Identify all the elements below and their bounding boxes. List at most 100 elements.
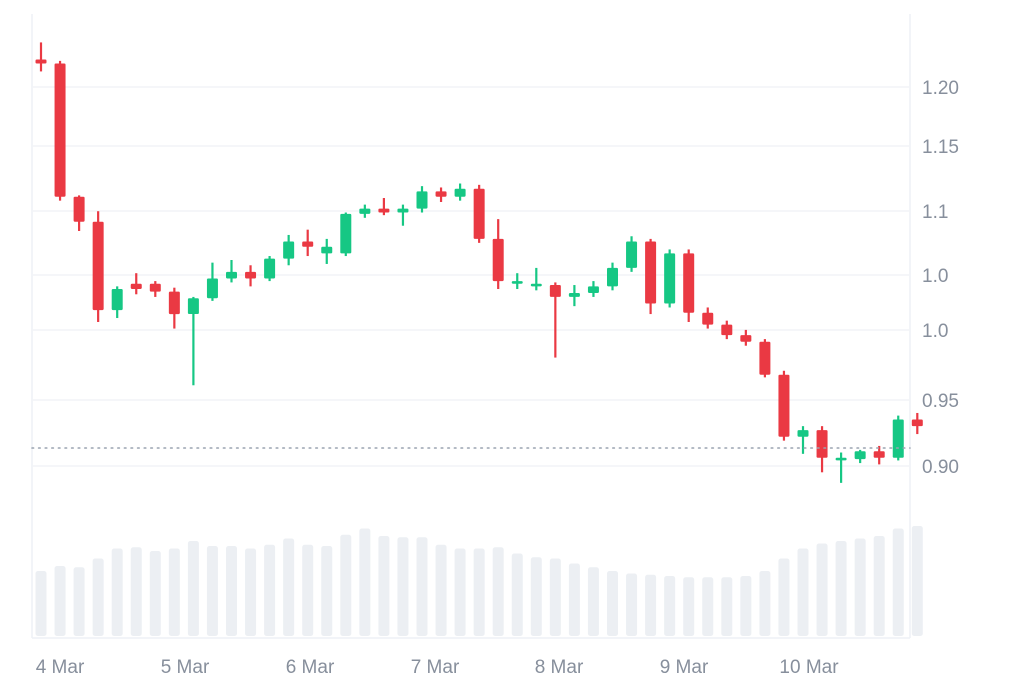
candle[interactable] (340, 212, 352, 257)
volume-bar (473, 548, 485, 636)
candle[interactable] (187, 296, 199, 386)
candle[interactable] (149, 281, 161, 297)
candle[interactable] (130, 273, 142, 295)
volume-bar (702, 577, 714, 636)
candle[interactable] (73, 195, 85, 231)
candle[interactable] (702, 307, 714, 329)
candle-body (111, 289, 123, 311)
candle-body (416, 191, 428, 209)
candle[interactable] (549, 282, 561, 358)
x-tick-label: 7 Mar (411, 657, 460, 678)
candle-body (911, 419, 923, 427)
volume-bar (511, 553, 523, 636)
candle-body (340, 213, 352, 254)
x-tick-label: 8 Mar (535, 657, 584, 678)
candle-body (607, 267, 618, 287)
volume-bar (187, 541, 199, 636)
volume-bar (54, 566, 66, 636)
volume-bar (549, 558, 561, 636)
volume-bar (321, 546, 333, 636)
candle-body (549, 285, 561, 297)
candle-body (740, 335, 752, 342)
candle[interactable] (530, 267, 542, 291)
candle[interactable] (626, 236, 638, 272)
volume-bar (835, 541, 847, 636)
candle-body (587, 286, 599, 293)
candle[interactable] (721, 320, 733, 340)
volume-bar (340, 534, 352, 636)
candle[interactable] (511, 273, 523, 290)
volume-bar (683, 577, 695, 636)
volume-bar (816, 543, 828, 636)
candle[interactable] (378, 198, 390, 216)
candle[interactable] (873, 445, 885, 465)
candle[interactable] (607, 262, 618, 291)
candle-body (245, 271, 257, 279)
y-tick-label: 0.95 (922, 391, 959, 412)
volume-bar (530, 557, 542, 636)
volume-bar (435, 544, 447, 636)
volume-bars (35, 526, 923, 636)
candle[interactable] (168, 287, 180, 329)
candle-body (92, 221, 104, 311)
candle[interactable] (54, 60, 66, 201)
candle[interactable] (397, 204, 409, 226)
candle[interactable] (473, 184, 485, 243)
candle[interactable] (245, 265, 257, 287)
candle[interactable] (111, 286, 123, 319)
candle[interactable] (35, 42, 47, 72)
candle[interactable] (454, 183, 466, 201)
candle-body (835, 457, 847, 461)
candle[interactable] (645, 238, 657, 315)
candle[interactable] (568, 285, 580, 307)
volume-bar (607, 571, 618, 636)
candle-wick (192, 296, 195, 386)
volume-bar (873, 536, 885, 636)
volume-bar (359, 528, 371, 636)
candle-wick (401, 204, 405, 226)
candle-body (378, 208, 390, 213)
candle[interactable] (416, 186, 428, 213)
candle[interactable] (797, 426, 809, 454)
candle-body (683, 253, 695, 313)
candle[interactable] (664, 249, 676, 308)
plot-background (31, 14, 911, 639)
candle[interactable] (321, 238, 333, 264)
volume-bar (626, 573, 638, 636)
candle[interactable] (778, 370, 790, 441)
volume-bar (245, 548, 257, 636)
volume-bar (92, 558, 104, 636)
candle[interactable] (492, 219, 504, 290)
candle[interactable] (226, 260, 237, 283)
candlesticks[interactable] (35, 42, 923, 483)
candle-body (302, 241, 314, 247)
candle-body (816, 430, 828, 458)
volume-bar (778, 558, 790, 636)
candle[interactable] (759, 339, 771, 378)
candle[interactable] (435, 187, 447, 202)
candle-wick (535, 267, 538, 291)
candle[interactable] (302, 229, 314, 257)
candle-body (435, 191, 447, 197)
candle[interactable] (816, 426, 828, 473)
candle-body (226, 271, 237, 279)
candle[interactable] (892, 415, 904, 461)
candle-body (530, 283, 542, 287)
candle[interactable] (854, 449, 866, 464)
volume-bar (73, 567, 85, 636)
volume-bar (168, 548, 180, 636)
candle[interactable] (835, 452, 847, 483)
candle[interactable] (587, 281, 599, 297)
candle[interactable] (92, 211, 104, 322)
candle[interactable] (359, 204, 371, 218)
candle[interactable] (264, 256, 276, 282)
candle[interactable] (206, 262, 218, 301)
candle[interactable] (740, 329, 752, 346)
candle[interactable] (683, 249, 695, 322)
candle[interactable] (911, 412, 923, 435)
candle[interactable] (283, 234, 295, 266)
candle-body (73, 196, 85, 222)
candle-wick (801, 426, 805, 454)
